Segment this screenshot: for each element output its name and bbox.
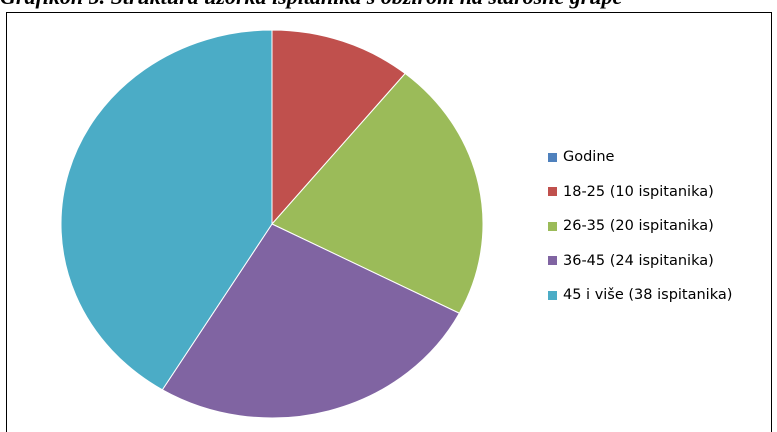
legend-swatch-18-25 xyxy=(548,187,557,197)
legend-label-18-25: 18-25 (10 ispitanika) xyxy=(563,183,714,200)
legend-label-45-plus: 45 i više (38 ispitanika) xyxy=(563,287,733,304)
legend-item-18-25: 18-25 (10 ispitanika) xyxy=(548,175,732,210)
pie-slice-26-35 xyxy=(271,72,484,314)
pie-slice-45-plus xyxy=(60,29,273,391)
figure-caption: Grafikon 5. Struktura uzorka ispitanika … xyxy=(0,0,777,10)
legend-label-26-35: 26-35 (20 ispitanika) xyxy=(563,218,714,235)
legend-swatch-series xyxy=(548,152,557,162)
pie-slice-36-45 xyxy=(161,223,461,419)
legend-item-36-45: 36-45 (24 ispitanika) xyxy=(548,244,732,279)
legend-swatch-36-45 xyxy=(548,256,557,266)
legend-swatch-26-35 xyxy=(548,221,557,231)
legend-item-45-plus: 45 i više (38 ispitanika) xyxy=(548,278,732,313)
legend-item-26-35: 26-35 (20 ispitanika) xyxy=(548,209,732,244)
legend-swatch-45-plus xyxy=(548,290,557,300)
chart-legend: Godine 18-25 (10 ispitanika) 26-35 (20 i… xyxy=(548,140,732,313)
pie-slice-18-25 xyxy=(271,29,406,226)
legend-item-series: Godine xyxy=(548,140,732,175)
legend-label-36-45: 36-45 (24 ispitanika) xyxy=(563,252,714,269)
legend-label-series: Godine xyxy=(563,149,615,166)
